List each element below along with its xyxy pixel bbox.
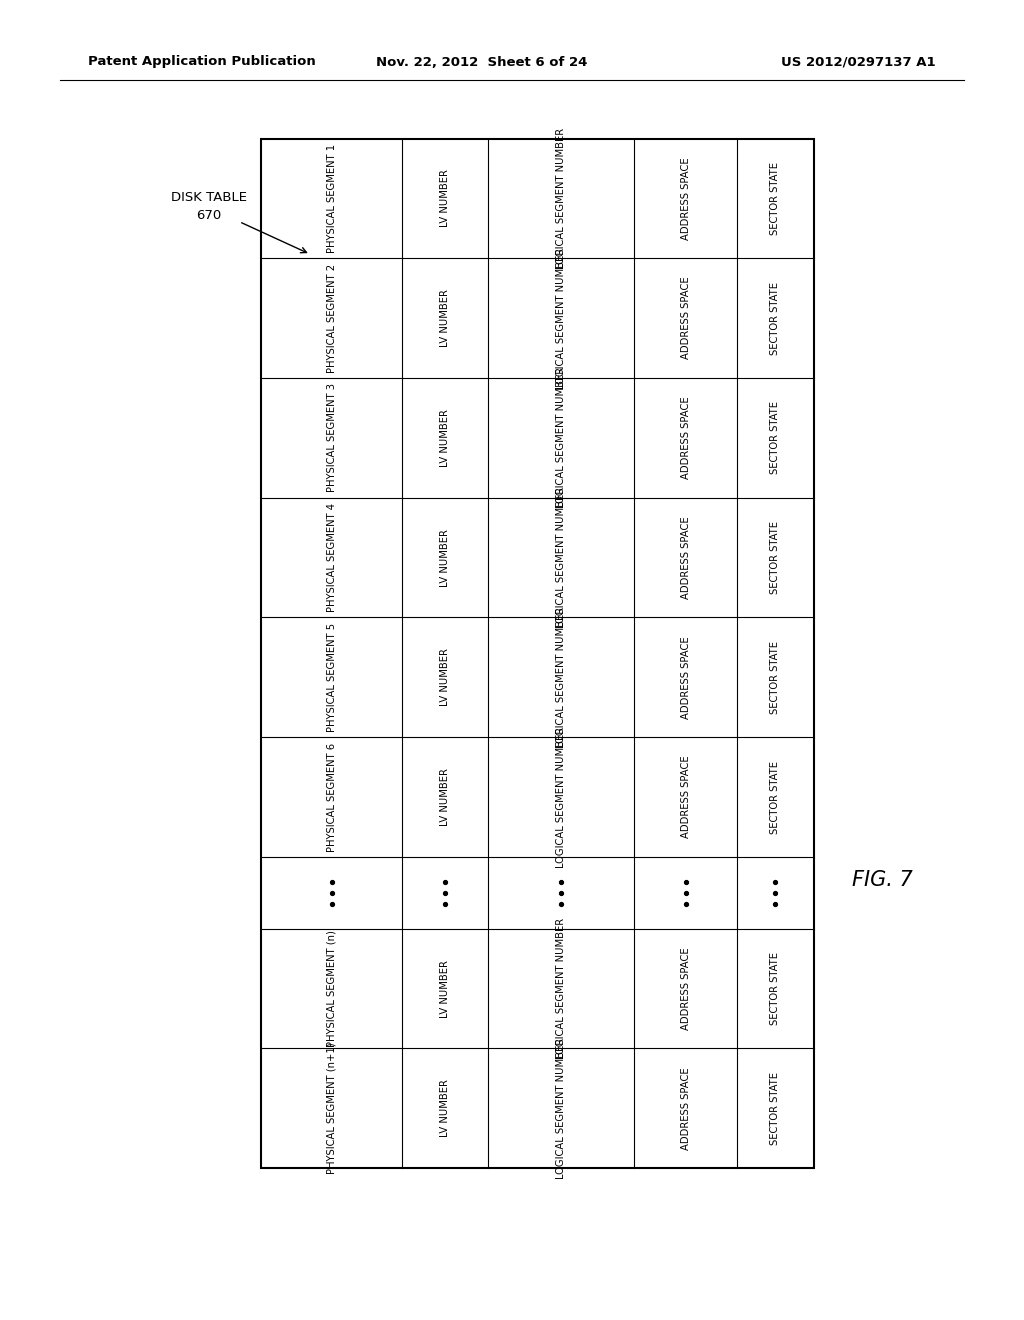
Text: LV NUMBER: LV NUMBER (440, 409, 450, 467)
Text: LV NUMBER: LV NUMBER (440, 768, 450, 826)
Text: SECTOR STATE: SECTOR STATE (770, 640, 780, 714)
Text: PHYSICAL SEGMENT (n): PHYSICAL SEGMENT (n) (327, 931, 337, 1047)
Text: ADDRESS SPACE: ADDRESS SPACE (681, 157, 690, 240)
Text: LV NUMBER: LV NUMBER (440, 529, 450, 586)
Text: LOGICAL SEGMENT NUMBER: LOGICAL SEGMENT NUMBER (556, 607, 566, 748)
Text: SECTOR STATE: SECTOR STATE (770, 1072, 780, 1144)
Text: LV NUMBER: LV NUMBER (440, 169, 450, 227)
Text: PHYSICAL SEGMENT 6: PHYSICAL SEGMENT 6 (327, 743, 337, 851)
Text: ADDRESS SPACE: ADDRESS SPACE (681, 636, 690, 718)
Text: 670: 670 (197, 209, 222, 222)
Text: PHYSICAL SEGMENT (n+1): PHYSICAL SEGMENT (n+1) (327, 1043, 337, 1175)
Text: PHYSICAL SEGMENT 2: PHYSICAL SEGMENT 2 (327, 264, 337, 372)
Text: LOGICAL SEGMENT NUMBER: LOGICAL SEGMENT NUMBER (556, 1038, 566, 1179)
Text: SECTOR STATE: SECTOR STATE (770, 162, 780, 235)
Text: LOGICAL SEGMENT NUMBER: LOGICAL SEGMENT NUMBER (556, 487, 566, 628)
Text: SECTOR STATE: SECTOR STATE (770, 401, 780, 474)
Bar (261, 139, 814, 1168)
Text: LV NUMBER: LV NUMBER (440, 648, 450, 706)
Text: LOGICAL SEGMENT NUMBER: LOGICAL SEGMENT NUMBER (556, 248, 566, 389)
Text: FIG. 7: FIG. 7 (852, 870, 912, 890)
Text: SECTOR STATE: SECTOR STATE (770, 521, 780, 594)
Text: LOGICAL SEGMENT NUMBER: LOGICAL SEGMENT NUMBER (556, 367, 566, 508)
Text: Patent Application Publication: Patent Application Publication (88, 55, 315, 69)
Text: LOGICAL SEGMENT NUMBER: LOGICAL SEGMENT NUMBER (556, 917, 566, 1059)
Text: PHYSICAL SEGMENT 3: PHYSICAL SEGMENT 3 (327, 383, 337, 492)
Text: US 2012/0297137 A1: US 2012/0297137 A1 (781, 55, 936, 69)
Text: PHYSICAL SEGMENT 4: PHYSICAL SEGMENT 4 (327, 503, 337, 612)
Text: SECTOR STATE: SECTOR STATE (770, 281, 780, 355)
Text: Nov. 22, 2012  Sheet 6 of 24: Nov. 22, 2012 Sheet 6 of 24 (376, 55, 587, 69)
Text: ADDRESS SPACE: ADDRESS SPACE (681, 948, 690, 1030)
Text: ADDRESS SPACE: ADDRESS SPACE (681, 396, 690, 479)
Text: ADDRESS SPACE: ADDRESS SPACE (681, 1067, 690, 1150)
Text: DISK TABLE: DISK TABLE (171, 191, 247, 205)
Text: LV NUMBER: LV NUMBER (440, 960, 450, 1018)
Text: ADDRESS SPACE: ADDRESS SPACE (681, 756, 690, 838)
Text: SECTOR STATE: SECTOR STATE (770, 952, 780, 1026)
Text: PHYSICAL SEGMENT 5: PHYSICAL SEGMENT 5 (327, 623, 337, 731)
Text: PHYSICAL SEGMENT 1: PHYSICAL SEGMENT 1 (327, 144, 337, 253)
Text: LOGICAL SEGMENT NUMBER: LOGICAL SEGMENT NUMBER (556, 128, 566, 269)
Text: LV NUMBER: LV NUMBER (440, 289, 450, 347)
Text: LOGICAL SEGMENT NUMBER: LOGICAL SEGMENT NUMBER (556, 726, 566, 867)
Text: ADDRESS SPACE: ADDRESS SPACE (681, 277, 690, 359)
Text: LV NUMBER: LV NUMBER (440, 1080, 450, 1138)
Text: ADDRESS SPACE: ADDRESS SPACE (681, 516, 690, 599)
Text: SECTOR STATE: SECTOR STATE (770, 760, 780, 833)
